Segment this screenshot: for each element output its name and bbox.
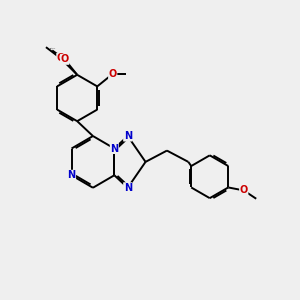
Text: O: O: [57, 53, 65, 64]
Text: O: O: [61, 54, 69, 64]
Text: N: N: [124, 131, 132, 141]
Text: N: N: [110, 143, 118, 154]
Text: O: O: [109, 69, 117, 79]
Text: methoxy: methoxy: [50, 48, 56, 49]
Text: N: N: [68, 170, 76, 180]
Text: N: N: [124, 183, 132, 193]
Text: O: O: [240, 185, 248, 195]
